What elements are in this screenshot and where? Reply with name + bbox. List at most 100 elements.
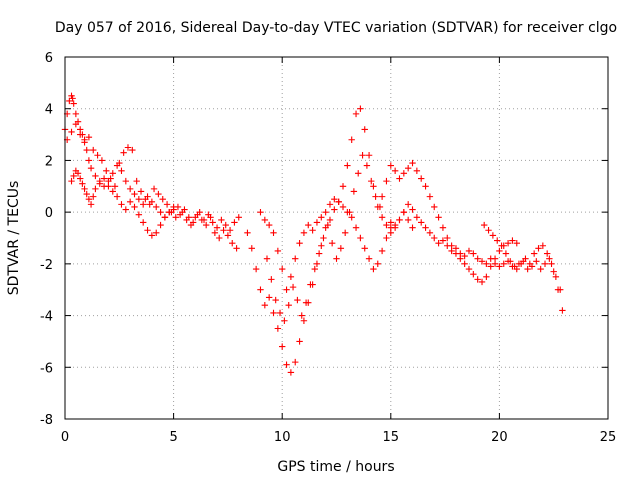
- data-point: [109, 170, 116, 177]
- series-track-i: [480, 221, 566, 314]
- data-point: [274, 247, 282, 255]
- data-point: [535, 245, 542, 252]
- data-point: [444, 234, 451, 242]
- data-point: [118, 201, 125, 208]
- data-point: [530, 250, 538, 257]
- data-point: [548, 260, 555, 268]
- data-point: [483, 260, 490, 268]
- data-point: [105, 183, 112, 190]
- data-point: [85, 157, 93, 164]
- y-tick-label: 2: [45, 154, 53, 169]
- data-point: [161, 214, 169, 221]
- data-point: [533, 258, 540, 265]
- data-point: [83, 190, 90, 198]
- data-point: [465, 265, 473, 273]
- data-point: [483, 273, 490, 280]
- data-point: [383, 234, 390, 242]
- data-point: [537, 265, 544, 273]
- data-point: [448, 247, 455, 255]
- data-point: [365, 255, 373, 262]
- data-point: [363, 162, 371, 169]
- data-point: [300, 229, 308, 237]
- data-point: [209, 219, 216, 226]
- data-point: [328, 239, 336, 247]
- data-point: [543, 250, 551, 257]
- data-point: [118, 167, 125, 174]
- data-point: [409, 159, 416, 167]
- data-point: [498, 242, 505, 249]
- data-point: [465, 247, 473, 255]
- y-axis-label: SDTVAR / TECUs: [6, 181, 22, 296]
- data-point: [365, 152, 373, 159]
- data-point: [120, 149, 127, 156]
- data-point: [294, 296, 301, 304]
- data-point: [283, 286, 290, 293]
- data-point: [231, 219, 238, 226]
- data-point: [474, 276, 481, 283]
- data-point: [355, 170, 362, 177]
- data-point: [474, 255, 481, 262]
- data-point: [274, 325, 282, 332]
- y-tick-label: 4: [45, 103, 53, 118]
- data-point: [507, 258, 514, 265]
- data-point: [478, 258, 486, 265]
- data-point: [339, 183, 347, 190]
- data-point: [137, 188, 145, 195]
- data-point: [322, 208, 329, 216]
- data-point: [281, 317, 288, 324]
- data-point: [90, 146, 97, 154]
- data-point: [261, 302, 269, 309]
- data-point: [122, 177, 130, 185]
- data-point: [387, 162, 394, 169]
- x-tick-label: 0: [61, 430, 69, 445]
- data-point: [153, 229, 160, 237]
- data-point: [157, 208, 164, 216]
- data-point: [176, 211, 184, 218]
- series-track-b: [63, 121, 240, 252]
- data-point: [79, 180, 86, 187]
- data-point: [98, 157, 106, 164]
- data-point: [296, 338, 303, 345]
- data-point: [313, 260, 321, 268]
- data-point: [94, 152, 101, 159]
- data-point: [337, 245, 345, 252]
- data-point: [87, 201, 95, 208]
- data-point: [135, 211, 143, 218]
- data-point: [418, 219, 425, 226]
- data-point: [346, 208, 353, 216]
- data-point: [109, 188, 116, 195]
- data-point: [552, 273, 560, 280]
- data-point: [326, 216, 334, 224]
- data-point: [233, 245, 240, 252]
- data-point: [435, 214, 442, 221]
- data-point: [211, 229, 219, 237]
- y-tick-label: 6: [45, 51, 53, 66]
- data-point: [131, 190, 138, 198]
- data-point: [276, 309, 284, 317]
- y-tick-label: 0: [45, 206, 53, 221]
- data-point: [524, 265, 531, 273]
- data-point: [92, 172, 99, 180]
- data-point: [305, 221, 312, 229]
- data-point: [515, 260, 523, 268]
- data-point: [370, 265, 377, 273]
- data-point: [135, 196, 143, 203]
- data-point: [157, 221, 164, 229]
- data-point: [272, 296, 279, 304]
- data-point: [139, 219, 147, 226]
- data-point: [352, 224, 360, 231]
- data-point: [383, 177, 390, 185]
- data-point: [341, 229, 349, 237]
- data-point: [370, 183, 377, 190]
- data-point: [265, 294, 273, 301]
- data-point: [298, 312, 305, 319]
- data-point: [300, 317, 308, 324]
- data-point: [387, 219, 394, 226]
- data-point: [181, 206, 188, 213]
- data-point: [257, 286, 264, 293]
- data-point: [485, 227, 492, 234]
- data-point: [387, 229, 394, 237]
- data-point: [150, 185, 158, 193]
- data-point: [302, 299, 310, 306]
